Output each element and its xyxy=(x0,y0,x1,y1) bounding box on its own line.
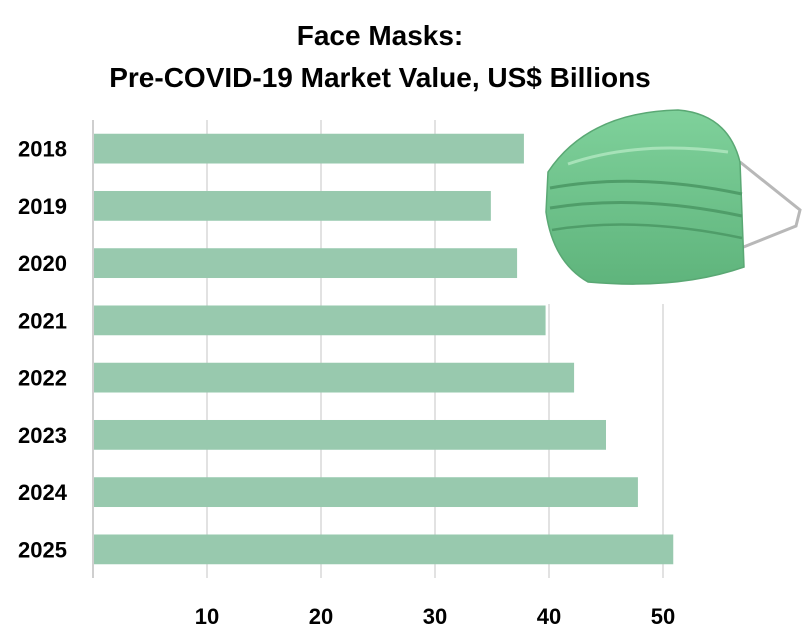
y-tick-label: 2021 xyxy=(18,308,67,333)
chart-subtitle: Pre-COVID-19 Market Value, US$ Billions xyxy=(109,62,651,93)
surgical-mask-icon xyxy=(528,92,810,304)
y-tick-label: 2019 xyxy=(18,194,67,219)
x-tick-label: 50 xyxy=(651,604,675,629)
y-tick-label: 2022 xyxy=(18,366,67,391)
bar xyxy=(94,419,606,450)
bar xyxy=(94,477,638,508)
x-tick-label: 10 xyxy=(195,604,219,629)
y-tick-label: 2024 xyxy=(18,480,68,505)
bar xyxy=(94,190,491,221)
bar xyxy=(94,305,546,336)
bar xyxy=(94,133,524,164)
x-tick-label: 20 xyxy=(309,604,333,629)
y-tick-label: 2023 xyxy=(18,423,67,448)
bar xyxy=(94,534,674,565)
x-tick-label: 30 xyxy=(423,604,447,629)
x-tick-label: 40 xyxy=(537,604,561,629)
y-tick-label: 2025 xyxy=(18,537,67,562)
chart-title: Face Masks: xyxy=(296,20,464,51)
y-tick-label: 2018 xyxy=(18,137,67,162)
bar xyxy=(94,248,518,279)
bar xyxy=(94,362,575,393)
y-tick-label: 2020 xyxy=(18,251,67,276)
